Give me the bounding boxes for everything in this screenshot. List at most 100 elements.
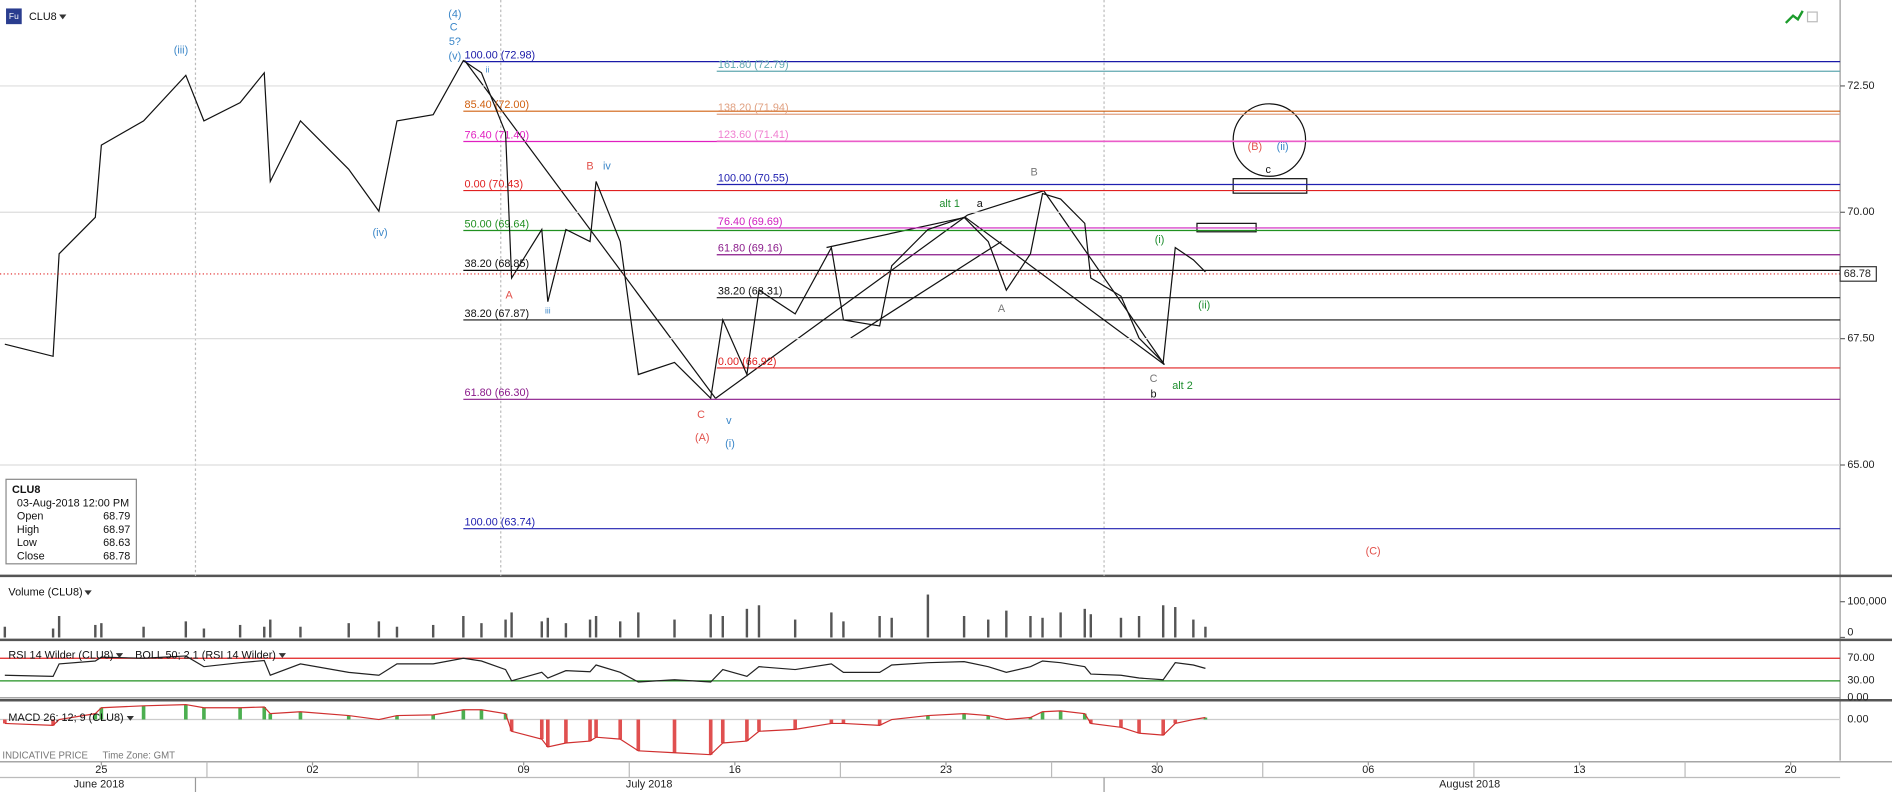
fib-label: 85.40 (72.00)	[465, 99, 530, 111]
macd-bar	[877, 719, 882, 726]
volume-bar	[299, 626, 302, 638]
dropdown-arrow[interactable]	[278, 653, 286, 658]
volume-bar	[793, 619, 797, 638]
info-label: High	[17, 524, 39, 536]
x-tick-label: 30	[1151, 764, 1163, 776]
y-tick-label: 100,000	[1847, 596, 1886, 608]
pane-overlay[interactable]: BOLL 50; 2.1 (RSI 14 Wilder)	[135, 649, 276, 661]
pane-title[interactable]: Volume (CLU8)	[8, 587, 82, 599]
macd-bar	[1119, 719, 1123, 728]
wave-label: B	[586, 160, 593, 172]
macd-bar	[720, 719, 725, 743]
x-tick-label: 06	[1362, 764, 1374, 776]
volume-bar	[757, 605, 761, 638]
volume-bar	[842, 621, 845, 638]
symbol[interactable]: CLU8	[29, 11, 57, 23]
pane-title[interactable]: MACD 26; 12; 9 (CLU8)	[8, 712, 123, 724]
x-tick-label: 23	[940, 764, 952, 776]
macd-bar	[395, 715, 399, 720]
wave-label: (iii)	[174, 45, 188, 57]
info-label: Low	[17, 537, 37, 549]
macd-bar	[238, 707, 242, 720]
trend-line	[967, 190, 1044, 216]
macd-bar	[926, 715, 930, 720]
dropdown-arrow[interactable]	[115, 653, 124, 658]
volume-bar	[100, 623, 103, 638]
month-label: July 2018	[626, 779, 672, 791]
volume-bar	[1204, 626, 1207, 638]
macd-bar	[1203, 717, 1208, 720]
macd-bar	[141, 705, 146, 720]
volume-bar	[462, 616, 465, 638]
dropdown-arrow[interactable]	[84, 590, 92, 596]
volume-bar	[1029, 616, 1032, 638]
fib-label: 76.40 (69.69)	[718, 216, 783, 228]
fib-label: 38.20 (68.31)	[718, 286, 783, 298]
fib-label: 100.00 (63.74)	[465, 517, 536, 529]
y-tick-label: 0.00	[1847, 692, 1868, 704]
volume-bar	[238, 624, 242, 638]
macd-bar	[431, 714, 435, 720]
y-tick-label: 30.00	[1847, 675, 1874, 687]
volume-bar	[263, 626, 266, 638]
macd-bar	[745, 719, 749, 742]
macd-bar	[1040, 711, 1045, 720]
rsi-line	[4, 655, 1206, 683]
wave-label: C	[697, 409, 705, 421]
last-price-box	[1839, 266, 1877, 282]
volume-bar	[540, 621, 543, 638]
x-tick-label: 25	[95, 764, 107, 776]
trend-icon[interactable]	[1784, 10, 1804, 24]
wave-label: b	[1151, 389, 1157, 401]
volume-bar	[709, 614, 712, 638]
footer-note: Time Zone: GMT	[103, 750, 176, 761]
macd-bar	[503, 713, 508, 720]
volume-bar	[1161, 605, 1165, 638]
volume-bar	[1005, 610, 1008, 638]
symbol-icon-text: Fu	[9, 11, 19, 21]
volume-bar	[94, 624, 97, 638]
volume-bar	[1059, 612, 1062, 638]
fib-label: 138.20 (71.94)	[718, 102, 789, 114]
info-box	[5, 478, 137, 565]
macd-bar	[461, 709, 466, 720]
trend-line	[464, 60, 717, 399]
fib-label: 161.80 (72.79)	[718, 59, 789, 71]
wave-label: 5?	[449, 36, 461, 48]
x-tick-label: 20	[1785, 764, 1797, 776]
volume-bar	[1119, 617, 1123, 638]
wave-label: c	[1265, 164, 1271, 176]
volume-bar	[480, 623, 483, 638]
info-label: Open	[17, 511, 44, 523]
wave-label: (ii)	[1198, 299, 1210, 311]
price-line	[4, 59, 1206, 400]
volume-bar	[431, 624, 435, 638]
x-tick-label: 16	[729, 764, 741, 776]
fib-label: 0.00 (66.92)	[718, 356, 777, 368]
wave-label: a	[977, 198, 984, 210]
volume-bar	[890, 617, 893, 638]
window-button[interactable]	[1806, 11, 1818, 23]
fib-label: 100.00 (72.98)	[465, 50, 536, 62]
macd-bar	[99, 707, 104, 720]
wave-label: (iv)	[373, 227, 388, 239]
pane-title[interactable]: RSI 14 Wilder (CLU8)	[8, 649, 113, 661]
macd-line	[4, 703, 1206, 756]
wave-labels: (iii) (iv) (4) C 5? (v) ii B iv A iii C …	[174, 8, 1381, 557]
symbol-icon[interactable]	[6, 8, 22, 25]
info-label: Close	[17, 550, 45, 562]
info-datetime: 03-Aug-2018 12:00 PM	[17, 497, 129, 509]
macd-bar	[509, 719, 514, 732]
macd-bar	[636, 719, 641, 751]
dropdown-arrow[interactable]	[59, 14, 67, 20]
volume-bar	[510, 612, 513, 638]
wave-label: alt 1	[939, 198, 960, 210]
trend-line	[964, 216, 1165, 366]
y-tick-label: 0	[1847, 627, 1853, 639]
volume-bar	[721, 616, 724, 638]
month-label: June 2018	[74, 779, 125, 791]
fib-label: 38.20 (67.87)	[465, 308, 530, 320]
dropdown-arrow[interactable]	[126, 715, 134, 721]
